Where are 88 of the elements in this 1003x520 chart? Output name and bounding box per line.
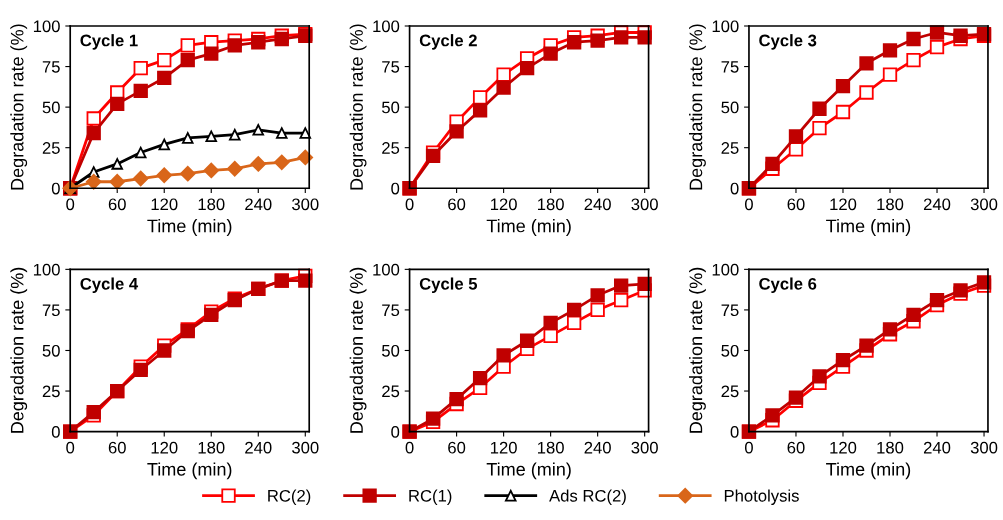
x-tick-label: 240 bbox=[584, 198, 611, 211]
y-axis-title: Degradation rate (%) bbox=[10, 267, 28, 433]
y-tick-label: 50 bbox=[42, 344, 60, 357]
y-tick-label: 50 bbox=[381, 101, 400, 114]
y-tick-label: 75 bbox=[42, 61, 60, 73]
x-tick-label: 300 bbox=[292, 198, 319, 211]
x-tick-label: 0 bbox=[744, 441, 753, 454]
x-tick-label: 0 bbox=[66, 198, 75, 211]
x-tick-label: 180 bbox=[877, 441, 904, 454]
y-tick-label: 50 bbox=[721, 344, 739, 357]
x-tick-label: 120 bbox=[830, 441, 857, 454]
legend-label: Photolysis bbox=[724, 489, 799, 505]
x-tick-label: 60 bbox=[448, 441, 466, 454]
x-tick-label: 180 bbox=[198, 441, 225, 454]
x-tick-label: 240 bbox=[923, 441, 951, 454]
x-tick-label: 0 bbox=[405, 198, 414, 211]
y-tick-label: 75 bbox=[721, 304, 739, 317]
y-tick-label: 75 bbox=[382, 61, 400, 73]
x-axis-title: Time (min) bbox=[826, 462, 911, 480]
y-tick-label: 25 bbox=[42, 142, 60, 154]
y-tick-label: 75 bbox=[721, 61, 739, 73]
y-tick-label: 25 bbox=[721, 142, 739, 154]
y-tick-label: 75 bbox=[42, 304, 60, 317]
y-tick-label: 50 bbox=[42, 101, 60, 114]
x-tick-label: 60 bbox=[108, 198, 126, 211]
x-axis-title: Time (min) bbox=[147, 219, 232, 236]
x-tick-label: 300 bbox=[631, 198, 658, 211]
x-axis-title: Time (min) bbox=[826, 219, 911, 236]
y-tick-label: 100 bbox=[373, 20, 400, 33]
x-tick-label: 60 bbox=[448, 198, 466, 211]
legend-label: Ads RC(2) bbox=[549, 489, 626, 505]
x-axis-title: Time (min) bbox=[486, 462, 571, 480]
x-tick-label: 60 bbox=[787, 441, 805, 454]
x-tick-label: 180 bbox=[877, 198, 904, 211]
x-tick-label: 120 bbox=[830, 198, 857, 211]
x-tick-label: 60 bbox=[787, 198, 805, 211]
y-tick-label: 0 bbox=[730, 182, 739, 195]
y-tick-label: 25 bbox=[382, 142, 400, 154]
y-tick-label: 25 bbox=[42, 385, 60, 398]
x-tick-label: 120 bbox=[151, 441, 178, 454]
y-tick-label: 100 bbox=[33, 20, 60, 33]
x-tick-label: 180 bbox=[198, 198, 225, 211]
y-tick-label: 100 bbox=[33, 263, 60, 276]
chart-title: Cycle 3 bbox=[759, 34, 817, 50]
x-tick-label: 300 bbox=[970, 198, 998, 211]
x-tick-label: 300 bbox=[970, 441, 998, 454]
x-tick-label: 0 bbox=[405, 441, 414, 454]
x-tick-label: 180 bbox=[538, 198, 564, 211]
x-axis-title: Time (min) bbox=[486, 219, 571, 236]
x-tick-label: 0 bbox=[66, 441, 75, 454]
x-tick-label: 240 bbox=[584, 441, 611, 454]
y-tick-label: 50 bbox=[721, 101, 739, 114]
chart-title: Cycle 6 bbox=[759, 277, 817, 294]
y-tick-label: 0 bbox=[51, 426, 60, 438]
y-tick-label: 0 bbox=[730, 426, 739, 438]
y-tick-label: 50 bbox=[381, 344, 400, 357]
x-tick-label: 240 bbox=[245, 441, 272, 454]
chart-title: Cycle 2 bbox=[419, 34, 477, 50]
chart-title: Cycle 5 bbox=[419, 277, 478, 294]
legend-label: RC(1) bbox=[409, 489, 452, 505]
y-tick-label: 25 bbox=[382, 385, 400, 398]
x-tick-label: 120 bbox=[490, 441, 517, 454]
y-tick-label: 0 bbox=[51, 182, 60, 195]
y-tick-label: 75 bbox=[382, 304, 400, 317]
y-axis-title: Degradation rate (%) bbox=[10, 24, 28, 190]
x-tick-label: 120 bbox=[490, 198, 517, 211]
chart-title: Cycle 1 bbox=[80, 34, 138, 50]
legend-label: RC(2) bbox=[268, 489, 311, 505]
y-axis-title: Degradation rate (%) bbox=[349, 24, 367, 190]
y-tick-label: 0 bbox=[391, 182, 400, 195]
x-tick-label: 180 bbox=[538, 441, 564, 454]
chart-title: Cycle 4 bbox=[80, 277, 139, 294]
x-tick-label: 120 bbox=[151, 198, 178, 211]
x-tick-label: 300 bbox=[292, 441, 319, 454]
x-tick-label: 240 bbox=[245, 198, 272, 211]
y-tick-label: 25 bbox=[721, 385, 739, 398]
y-tick-label: 0 bbox=[391, 426, 400, 438]
y-axis-title: Degradation rate (%) bbox=[689, 24, 706, 190]
y-tick-label: 100 bbox=[373, 263, 400, 276]
x-tick-label: 300 bbox=[631, 441, 658, 454]
x-tick-label: 240 bbox=[923, 198, 951, 211]
y-tick-label: 100 bbox=[712, 263, 739, 276]
y-axis-title: Degradation rate (%) bbox=[349, 267, 367, 433]
y-axis-title: Degradation rate (%) bbox=[689, 267, 706, 433]
y-tick-label: 100 bbox=[712, 20, 739, 33]
x-axis-title: Time (min) bbox=[147, 462, 232, 480]
x-tick-label: 0 bbox=[744, 198, 753, 211]
x-tick-label: 60 bbox=[108, 441, 126, 454]
